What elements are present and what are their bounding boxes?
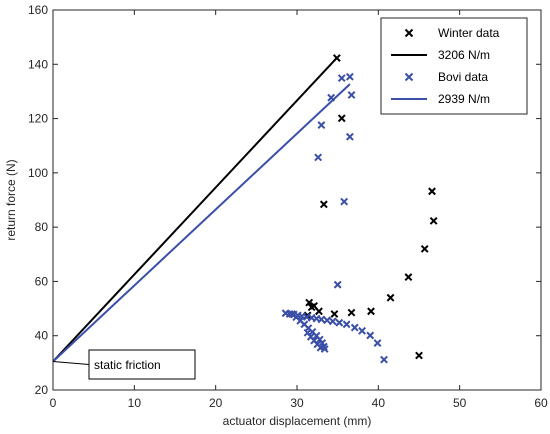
data-point bbox=[345, 132, 354, 141]
data-point bbox=[333, 280, 342, 289]
data-point bbox=[317, 121, 326, 129]
y-tick-label: 60 bbox=[35, 274, 49, 288]
data-point bbox=[373, 339, 382, 347]
x-tick-label: 30 bbox=[290, 396, 304, 410]
data-point bbox=[330, 310, 339, 318]
annotation-text: static friction bbox=[94, 358, 161, 372]
data-point bbox=[429, 216, 438, 225]
data-point bbox=[337, 114, 346, 123]
x-tick-label: 10 bbox=[128, 396, 142, 410]
legend-marker-swatch bbox=[404, 72, 414, 82]
x-tick-label: 60 bbox=[534, 396, 548, 410]
y-tick-label: 40 bbox=[35, 329, 49, 343]
data-point bbox=[367, 307, 375, 316]
y-tick-label: 140 bbox=[28, 57, 48, 71]
legend-entry-label: 2939 N/m bbox=[438, 92, 490, 106]
legend: Winter data 3206 N/m Bovi data 2939 N/m bbox=[380, 17, 528, 115]
series-3 bbox=[281, 72, 388, 364]
data-point bbox=[323, 316, 332, 325]
data-point bbox=[347, 91, 356, 99]
x-tick-label: 0 bbox=[50, 396, 57, 410]
x-axis-label: actuator displacement (mm) bbox=[223, 414, 372, 428]
series-2 bbox=[52, 57, 338, 363]
legend-marker-swatch bbox=[404, 28, 414, 38]
legend-entry-label: Bovi data bbox=[438, 70, 488, 84]
data-point bbox=[415, 351, 423, 360]
series-4 bbox=[52, 83, 351, 363]
data-point bbox=[314, 153, 323, 162]
series-1 bbox=[303, 54, 438, 360]
data-point bbox=[317, 315, 326, 324]
y-axis-label: return force (N) bbox=[4, 159, 18, 240]
data-point bbox=[303, 328, 312, 337]
data-point bbox=[305, 298, 314, 307]
data-point bbox=[358, 326, 366, 335]
data-point bbox=[350, 323, 359, 332]
annotation-layer: static friction bbox=[52, 349, 196, 380]
annotation-box bbox=[88, 349, 196, 380]
data-point bbox=[342, 320, 351, 329]
y-tick-label: 160 bbox=[28, 3, 48, 17]
x-tick-label: 50 bbox=[453, 396, 467, 410]
data-point bbox=[310, 301, 318, 310]
data-point bbox=[404, 273, 413, 281]
legend-entry-label: 3206 N/m bbox=[438, 48, 490, 62]
data-point bbox=[420, 244, 429, 253]
data-point bbox=[340, 197, 349, 206]
data-point bbox=[319, 200, 328, 209]
series-layer bbox=[52, 54, 438, 364]
x-tick-label: 20 bbox=[209, 396, 223, 410]
data-point bbox=[345, 72, 354, 81]
legend-entry-label: Winter data bbox=[438, 26, 500, 40]
data-point bbox=[428, 187, 436, 196]
ticks: 0 10 20 30 40 50 60 20 40 60 80 100 120 140 160 bbox=[28, 3, 548, 410]
x-tick-label: 40 bbox=[372, 396, 386, 410]
y-tick-label: 120 bbox=[28, 112, 48, 126]
data-point bbox=[386, 293, 395, 302]
y-tick-label: 100 bbox=[28, 166, 48, 180]
series-line bbox=[52, 83, 351, 363]
data-point bbox=[380, 355, 388, 364]
data-point bbox=[366, 331, 375, 340]
annotation-arrow bbox=[52, 361, 90, 365]
data-point bbox=[335, 318, 344, 327]
data-point bbox=[328, 317, 337, 326]
data-point bbox=[337, 74, 346, 83]
series-line bbox=[52, 57, 338, 363]
y-tick-label: 20 bbox=[35, 383, 49, 397]
data-point bbox=[347, 308, 356, 317]
y-tick-label: 80 bbox=[35, 220, 49, 234]
